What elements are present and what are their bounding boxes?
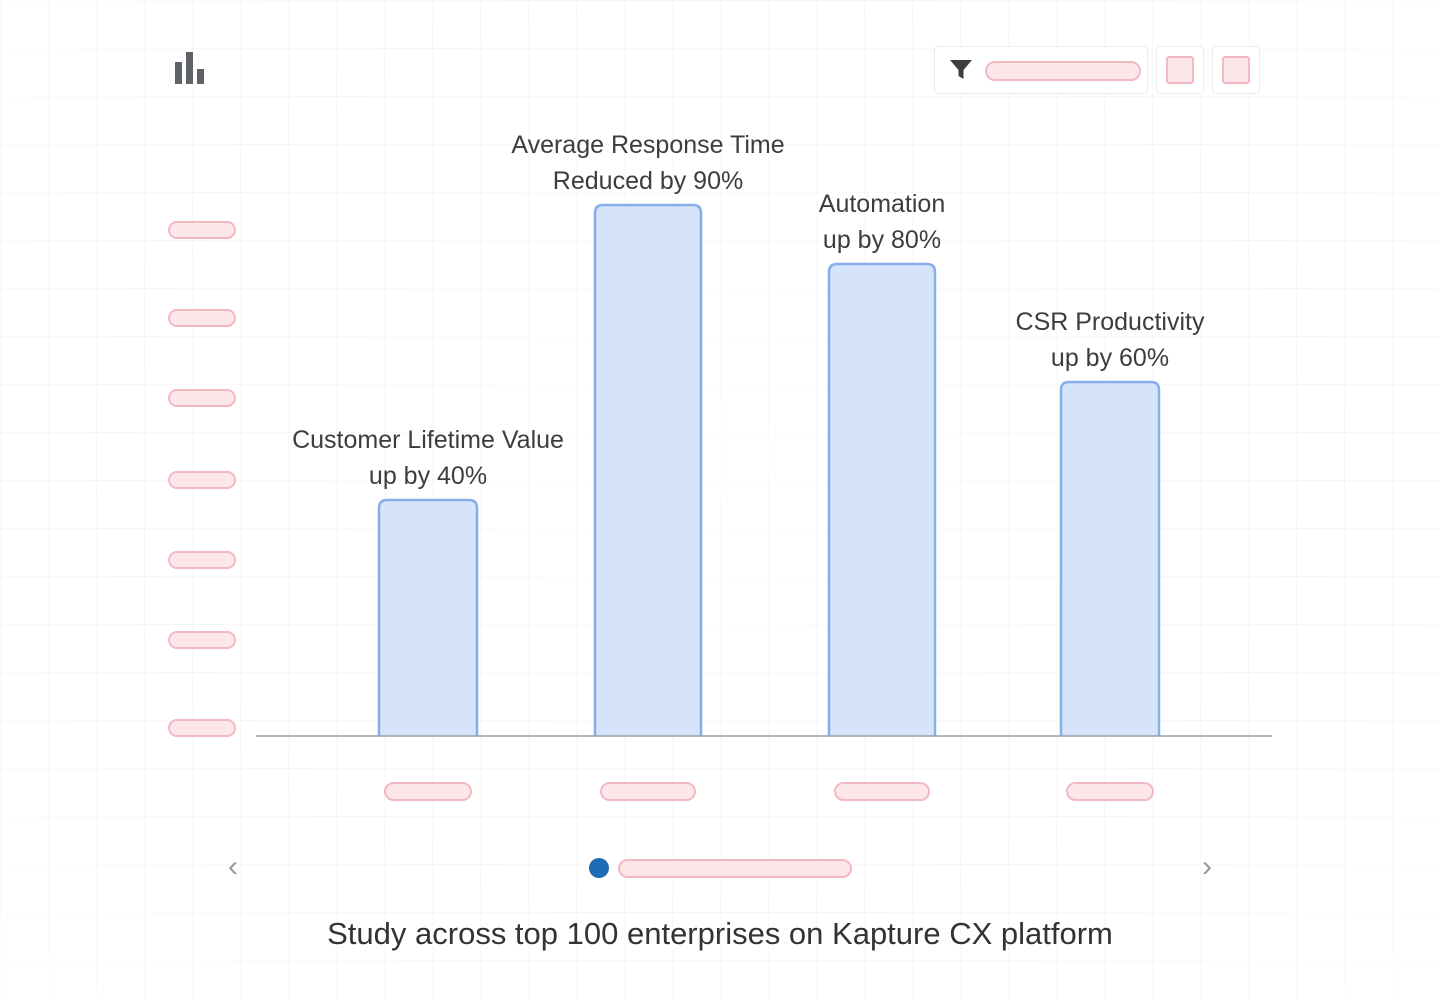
- bar-label-1: Average Response Time Reduced by 90%: [511, 131, 784, 195]
- bar-label-2-line-1: up by 80%: [823, 226, 941, 254]
- y-tick-placeholder-3: [168, 471, 236, 489]
- toolbar-button-2-placeholder: [1222, 56, 1250, 84]
- toolbar-button-1-placeholder: [1166, 56, 1194, 84]
- x-tick-placeholder-1: [600, 782, 696, 801]
- y-tick-placeholder-6: [168, 719, 236, 737]
- bar-label-0: Customer Lifetime Value up by 40%: [292, 426, 564, 490]
- bar-label-3-line-1: up by 60%: [1051, 344, 1169, 372]
- bar-label-0-line-1: up by 40%: [369, 462, 487, 490]
- x-tick-placeholder-3: [1066, 782, 1154, 801]
- y-axis-tick-placeholders: [168, 221, 236, 737]
- filter-control[interactable]: [934, 46, 1148, 94]
- y-tick-placeholder-4: [168, 551, 236, 569]
- x-tick-placeholder-2: [834, 782, 930, 801]
- bar-label-3-line-0: CSR Productivity: [1016, 308, 1205, 336]
- bar-label-0-line-0: Customer Lifetime Value: [292, 426, 564, 454]
- bar-labels-group: Customer Lifetime Value up by 40% Average …: [292, 131, 1205, 490]
- chevron-right-icon[interactable]: ›: [1202, 850, 1212, 883]
- bar-label-2-line-0: Automation: [819, 190, 945, 218]
- toolbar-button-2[interactable]: [1212, 46, 1260, 94]
- pager-dot-active[interactable]: [589, 858, 609, 878]
- bar-label-1-line-0: Average Response Time: [511, 131, 784, 159]
- filter-value-placeholder: [985, 61, 1141, 81]
- bar-label-2: Automation up by 80%: [819, 190, 945, 254]
- bar-label-3: CSR Productivity up by 60%: [1016, 308, 1205, 372]
- x-tick-placeholder-0: [384, 782, 472, 801]
- filter-icon: [950, 60, 972, 79]
- bar-chart-icon: [175, 52, 204, 84]
- chevron-left-icon[interactable]: ‹: [228, 850, 238, 883]
- bar-0[interactable]: [377, 498, 479, 736]
- bar-3[interactable]: [1059, 380, 1161, 736]
- bar-1[interactable]: [593, 203, 703, 736]
- y-tick-placeholder-5: [168, 631, 236, 649]
- chart-caption: Study across top 100 enterprises on Kapt…: [327, 916, 1113, 951]
- y-tick-placeholder-1: [168, 309, 236, 327]
- pager-label-placeholder: [618, 859, 852, 878]
- bar-label-1-line-1: Reduced by 90%: [553, 167, 743, 195]
- bars-group: [377, 203, 1161, 736]
- y-tick-placeholder-2: [168, 389, 236, 407]
- bar-2[interactable]: [827, 262, 937, 736]
- toolbar-button-1[interactable]: [1156, 46, 1204, 94]
- x-axis-tick-placeholders: [384, 782, 1154, 801]
- y-tick-placeholder-0: [168, 221, 236, 239]
